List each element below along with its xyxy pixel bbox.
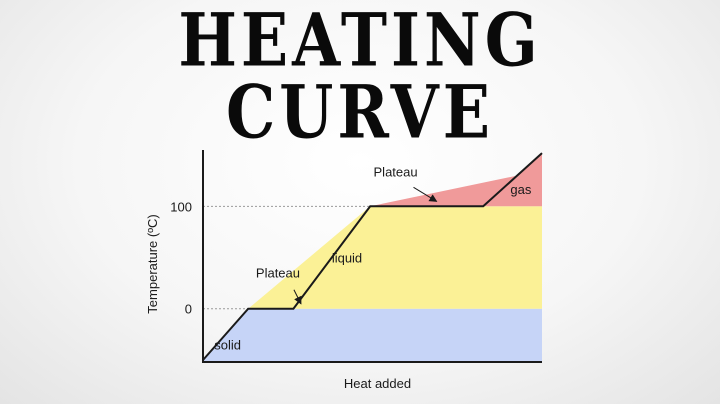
region-label-solid: solid <box>214 338 241 353</box>
plateau-annotations: Plateau Plateau <box>256 164 438 305</box>
curve-layer <box>202 152 543 361</box>
headline-heating: HEATING <box>178 0 542 84</box>
region-label-gas: gas <box>510 182 531 197</box>
heating-curve-line <box>202 152 543 361</box>
y-tick-label: 0 <box>185 302 192 317</box>
plateau-annotation-label: Plateau <box>256 266 300 281</box>
y-axis-label: Temperature (ºC) <box>145 214 160 313</box>
plateau-annotation-arrow <box>413 186 438 202</box>
headline-curve: CURVE <box>225 68 495 156</box>
region-solid <box>203 308 542 362</box>
region-liquid <box>248 206 542 309</box>
plateau-annotation-label: Plateau <box>374 164 418 179</box>
region-label-liquid: liquid <box>332 251 362 266</box>
y-tick-label: 100 <box>170 199 192 214</box>
region-gas <box>370 153 542 207</box>
x-axis-label: Heat added <box>344 376 411 391</box>
reference-lines <box>203 205 371 310</box>
region-labels: solid liquid gas <box>214 182 532 353</box>
axes <box>202 150 542 363</box>
phase-regions <box>203 153 542 362</box>
y-tick-labels: 0 100 <box>170 199 192 316</box>
plateau-annotation-arrow <box>293 289 302 305</box>
